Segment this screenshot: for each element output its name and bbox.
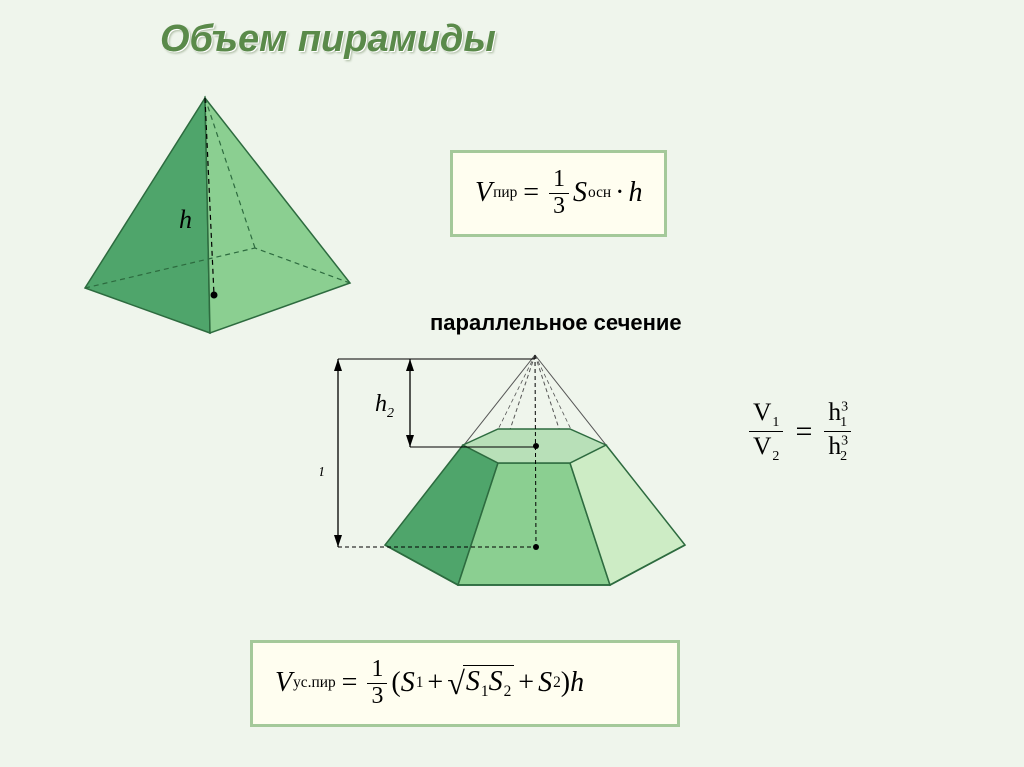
sym: 2: [840, 449, 847, 464]
sym-sub: 1: [481, 683, 489, 700]
sym: V: [753, 397, 771, 426]
sqrt: √ S1S2: [447, 665, 514, 702]
sym-V-sub: пир: [493, 184, 517, 202]
sym-eq: =: [342, 667, 358, 699]
sym-rp: ): [561, 667, 570, 699]
ratio-formula: V1 V2 = h31 h32: [745, 398, 855, 465]
frac-den: 3: [549, 194, 569, 220]
frac-V1V2: V1 V2: [749, 398, 783, 465]
volume-formula-box: Vпир = 1 3 Sосн · h: [450, 150, 667, 237]
top-center-dot: [533, 443, 539, 449]
page-title: Объем пирамиды: [160, 18, 496, 61]
sym-S-sub: осн: [588, 184, 611, 202]
frac-one-third: 1 3: [549, 167, 569, 220]
pyramid-foot-dot: [211, 292, 218, 299]
sym-V-sub: ус.пир: [293, 674, 336, 692]
sym-plus: +: [518, 667, 534, 699]
sym: 3: [841, 434, 848, 449]
sym-plus: +: [427, 667, 443, 699]
sym-V: V: [475, 177, 492, 209]
frac-den: 3: [367, 684, 387, 710]
arrowhead: [406, 435, 414, 447]
sym: V: [753, 431, 771, 460]
sym-lp: (: [391, 667, 400, 699]
arrowhead: [334, 359, 342, 371]
pyramid-h-label: h: [179, 205, 192, 234]
arrowhead: [406, 359, 414, 371]
sym: 3: [841, 400, 848, 415]
sym-eq: =: [523, 177, 539, 209]
h1-label: h1: [320, 450, 325, 480]
sym-S: S: [573, 177, 587, 209]
sym-S: S: [538, 667, 552, 699]
h2-label: h2: [375, 391, 394, 421]
sym-sub: 2: [504, 683, 512, 700]
frac-num: 1: [367, 657, 387, 683]
sym-sub: 2: [553, 674, 561, 692]
sym-sub: 1: [416, 674, 424, 692]
frustum-volume-formula-box: Vус.пир = 1 3 ( S1 + √ S1S2 + S2 ) h: [250, 640, 680, 727]
sym-h: h: [628, 177, 642, 209]
sym-S: S: [489, 666, 503, 697]
sym: 1: [772, 415, 779, 430]
frac-h1h2: h31 h32: [824, 398, 851, 465]
pyramid-face-right: [205, 98, 350, 333]
frac-num: 1: [549, 167, 569, 193]
section-label: параллельное сечение: [430, 310, 682, 336]
frac-one-third: 1 3: [367, 657, 387, 710]
sym: 2: [772, 449, 779, 464]
sym-S: S: [401, 667, 415, 699]
frustum-figure: h1 h2: [320, 345, 720, 625]
arrowhead: [334, 535, 342, 547]
sym-eq: =: [795, 415, 812, 449]
sym: 1: [840, 415, 847, 430]
sym-V: V: [275, 667, 292, 699]
sym-h: h: [570, 667, 584, 699]
sym-S: S: [466, 666, 480, 697]
sym-dot: ·: [615, 177, 624, 209]
pyramid-figure: h: [55, 88, 385, 358]
